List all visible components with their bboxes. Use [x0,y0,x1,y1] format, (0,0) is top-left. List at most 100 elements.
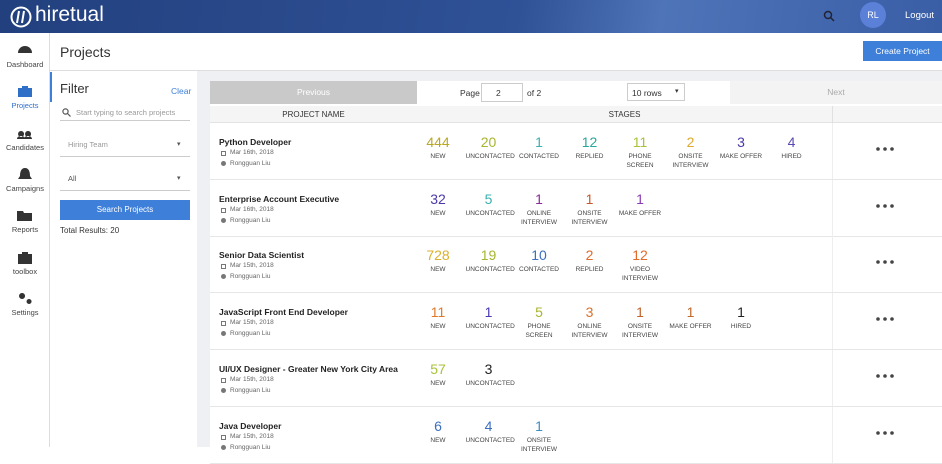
stage-label: NEW [430,436,446,444]
search-icon[interactable] [823,10,835,22]
avatar[interactable]: RL [860,2,886,28]
stage[interactable]: 11 NEW [415,304,461,331]
stage-count: 57 [430,360,446,377]
stage[interactable]: 57 NEW [415,361,461,388]
stage-label: NEW [430,209,446,217]
select-arrow: ▾ [675,88,679,95]
more-menu[interactable] [875,203,895,209]
stage-label: NEW [430,379,446,387]
sidebar: Dashboard Projects Candidates Campaigns Repo… [0,33,50,447]
stage[interactable]: 10 CONTACTED [516,247,562,274]
status-select[interactable]: All [68,174,77,183]
stage[interactable]: 1 ONSITE INTERVIEW [617,304,663,340]
stage[interactable]: 4 HIRED [769,134,815,161]
stage[interactable]: 11 PHONE SCREEN [617,134,663,170]
stage[interactable]: 6 NEW [415,418,461,445]
project-owner: Rongguan Liu [230,216,271,224]
search-input[interactable]: Start typing to search projects [76,108,176,117]
row-divider [832,236,833,293]
main-panel: Previous Page 2 of 2 10 rows ▾ Next PROJ… [197,71,942,464]
calendar-icon [221,151,226,156]
stage[interactable]: 1 MAKE OFFER [668,304,714,331]
stage[interactable]: 3 UNCONTACTED [466,361,515,388]
stage[interactable]: 19 UNCONTACTED [466,247,515,274]
nav-item[interactable]: Campaigns [6,183,44,193]
table-panel [210,81,942,447]
stage-count: 32 [430,190,446,207]
more-menu[interactable] [875,146,895,152]
stage-label: ONSITE INTERVIEW [571,209,608,226]
page-label: Page [460,88,480,98]
more-menu[interactable] [875,430,895,436]
nav-item[interactable]: Candidates [6,142,44,152]
stage[interactable]: 1 MAKE OFFER [617,191,663,218]
nav-item[interactable]: toolbox [12,266,38,276]
stage[interactable]: 2 REPLIED [567,247,613,274]
project-name[interactable]: Java Developer [219,420,282,431]
stage-label: ONSITE INTERVIEW [672,153,709,169]
project-name[interactable]: Enterprise Account Executive [219,193,340,204]
more-menu[interactable] [875,259,895,265]
clear-link[interactable]: Clear [171,86,192,96]
hiring-team-select[interactable]: Hiring Team [68,140,108,149]
stage-label: ONLINE INTERVIEW [571,323,608,340]
stage-count: 5 [484,190,493,207]
stage-label: ONLINE INTERVIEW [521,209,557,226]
nav-item[interactable]: Dashboard [6,60,44,69]
nav-item[interactable]: Reports [11,225,39,235]
stage[interactable]: 1 ONSITE INTERVIEW [516,418,562,454]
stage-count: 1 [737,304,745,321]
nav-icon [17,130,32,139]
stage[interactable]: 444 NEW [415,134,461,161]
stage[interactable]: 5 UNCONTACTED [466,190,515,218]
stage[interactable]: 2 ONSITE INTERVIEW [668,134,714,170]
stage[interactable]: 3 MAKE OFFER [718,134,764,161]
stage[interactable]: 20 UNCONTACTED [466,134,515,161]
nav-item[interactable]: Settings [11,307,39,317]
top-bar: hiretual RL Logout [0,0,942,33]
user-icon [221,274,226,280]
stage-count: 12 [581,134,598,150]
nav-item[interactable]: Projects [11,101,39,111]
stage[interactable]: 12 VIDEO INTERVIEW [617,247,663,283]
more-menu[interactable] [875,373,895,379]
stage-label: NEW [430,266,446,274]
row-divider [832,349,833,406]
filter-accent [50,72,52,102]
next-button[interactable]: Next [730,81,942,104]
stage[interactable]: 32 NEW [415,191,461,218]
rows-select[interactable]: 10 rows [627,83,685,101]
stage[interactable]: 1 HIRED [718,304,764,331]
stage[interactable]: 1 ONLINE INTERVIEW [516,191,562,227]
stage-count: 5 [535,304,543,321]
stage[interactable]: 728 NEW [415,247,461,274]
project-name[interactable]: Senior Data Scientist [219,250,305,261]
more-menu[interactable] [875,316,895,322]
nav-icon [18,86,32,98]
row-divider [832,179,833,236]
project-owner: Rongguan Liu [230,330,271,338]
project-name[interactable]: UI/UX Designer - Greater New York City A… [219,363,398,374]
search-button[interactable]: Search Projects [60,200,190,220]
column-header: PROJECT NAME [282,110,345,119]
stage-label: MAKE OFFER [669,323,712,331]
create-project-button[interactable]: Create Project [863,41,942,61]
stage[interactable]: 1 ONSITE INTERVIEW [567,191,613,227]
stage-count: 1 [535,190,543,207]
stage-label: NEW [430,323,446,331]
stage[interactable]: 1 CONTACTED [516,134,562,161]
row-divider [832,406,833,463]
stage[interactable]: 1 UNCONTACTED [466,304,515,331]
stage[interactable]: 12 REPLIED [567,134,613,161]
project-name[interactable]: Python Developer [219,137,292,147]
stage-count: 10 [531,247,547,264]
stage-label: MAKE OFFER [618,209,662,217]
previous-button[interactable]: Previous [210,81,417,104]
stage[interactable]: 3 ONLINE INTERVIEW [567,304,613,340]
stage[interactable]: 5 PHONE SCREEN [516,304,562,340]
logout[interactable]: Logout [905,10,935,21]
stage[interactable]: 4 UNCONTACTED [466,418,515,445]
row-divider [210,179,942,180]
page-input[interactable]: 2 [481,83,523,102]
project-name[interactable]: JavaScript Front End Developer [219,307,348,318]
